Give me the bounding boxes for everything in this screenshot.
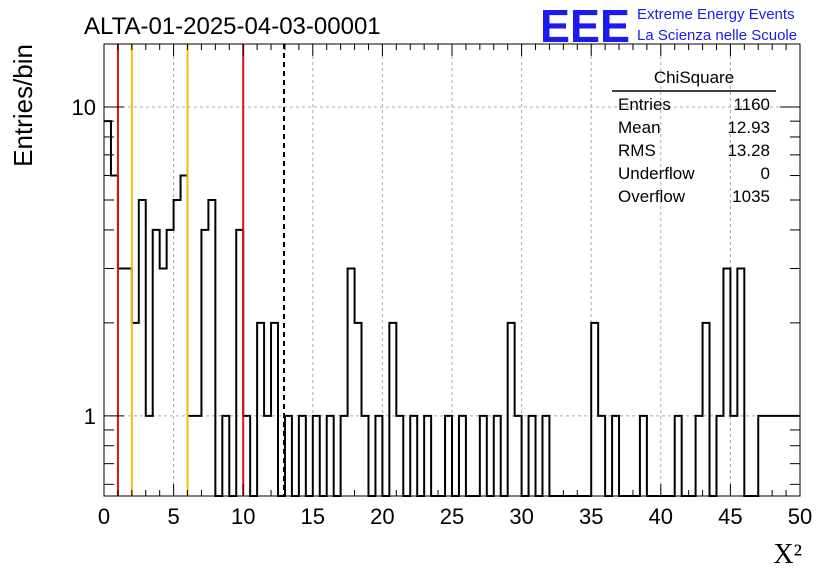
- y-axis-label: Entries/bin: [8, 44, 38, 167]
- x-tick-label: 40: [649, 504, 673, 529]
- stats-label: RMS: [618, 141, 656, 160]
- stats-title: ChiSquare: [654, 68, 734, 87]
- stats-label: Overflow: [618, 187, 686, 206]
- stats-value: 13.28: [727, 141, 770, 160]
- x-tick-label: 5: [167, 504, 179, 529]
- eee-logo-text: EEE: [540, 0, 630, 52]
- x-tick-label: 50: [788, 504, 812, 529]
- stats-box: ChiSquare Entries 1160 Mean 12.93 RMS 13.28 Un…: [612, 68, 776, 206]
- x-tick-label: 0: [98, 504, 110, 529]
- x-tick-label: 30: [509, 504, 533, 529]
- stats-label: Underflow: [618, 164, 695, 183]
- x-tick-label: 10: [231, 504, 255, 529]
- logo-line2: La Scienza nelle Scuole: [637, 27, 797, 44]
- stats-label: Mean: [618, 118, 661, 137]
- x-tick-label: 35: [579, 504, 603, 529]
- eee-logo: EEE Extreme Energy Events La Scienza nel…: [540, 0, 797, 52]
- run-title: ALTA-01-2025-04-03-00001: [84, 13, 381, 40]
- x-tick-label: 25: [440, 504, 464, 529]
- stats-label: Entries: [618, 95, 671, 114]
- stats-value: 12.93: [727, 118, 770, 137]
- x-axis-label: X²: [773, 539, 802, 570]
- x-tick-label: 15: [301, 504, 325, 529]
- logo-line1: Extreme Energy Events: [637, 6, 795, 23]
- x-tick-label: 20: [370, 504, 394, 529]
- stats-value: 1035: [732, 187, 770, 206]
- y-tick-label: 1: [84, 404, 96, 429]
- stats-value: 0: [761, 164, 770, 183]
- y-tick-label: 10: [72, 95, 96, 120]
- x-tick-label: 45: [718, 504, 742, 529]
- stats-value: 1160: [733, 95, 770, 114]
